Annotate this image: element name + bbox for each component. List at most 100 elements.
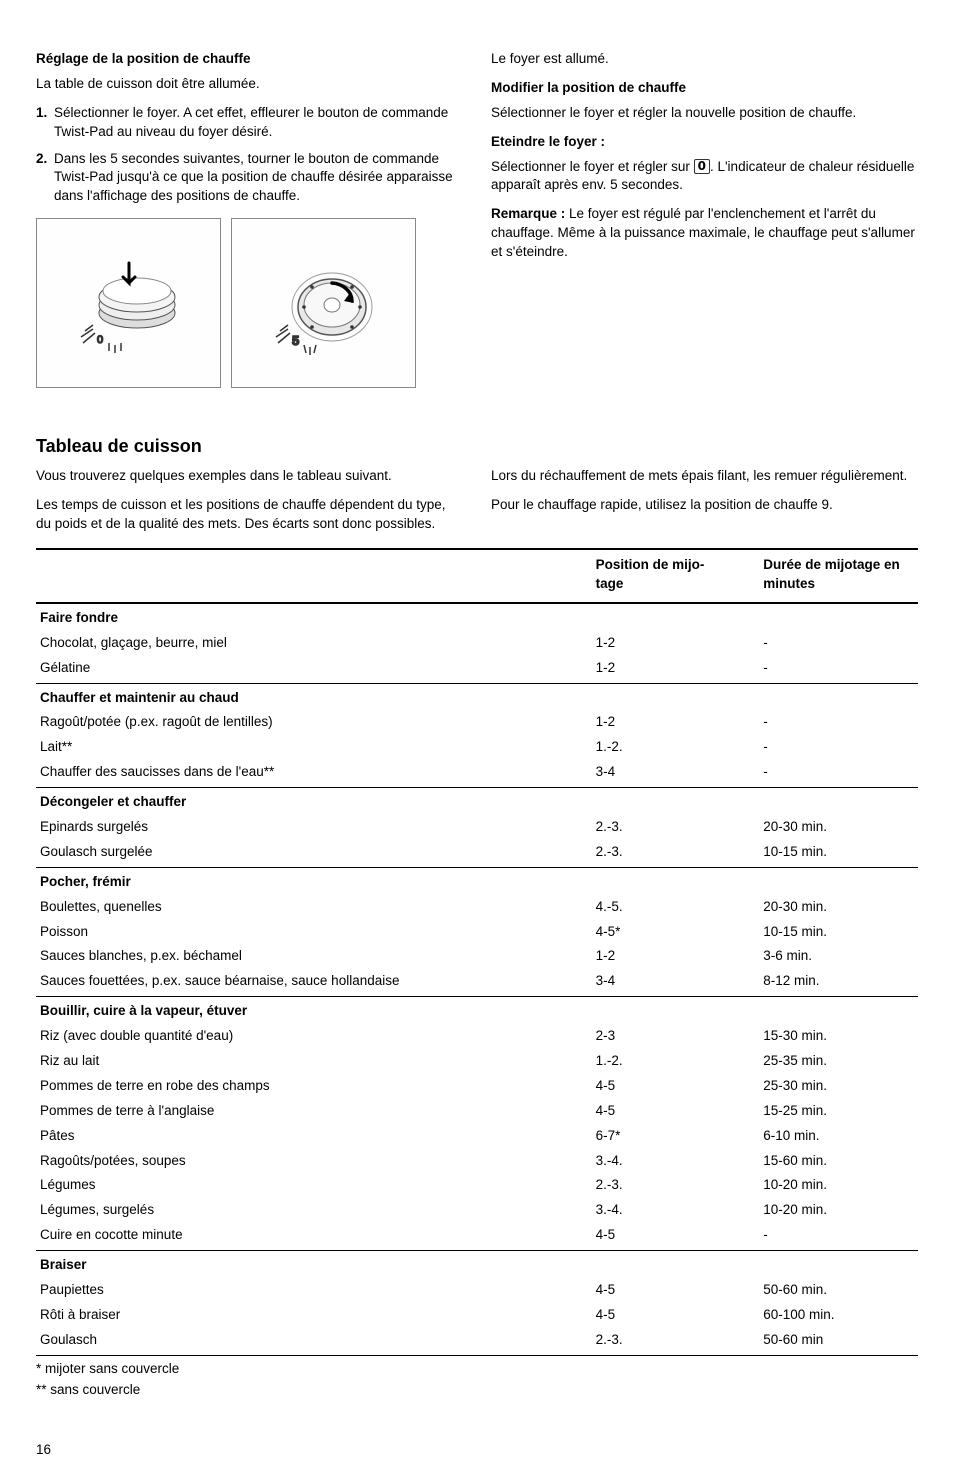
footnote-2: ** sans couvercle xyxy=(36,1381,918,1400)
table-category-label: Bouillir, cuire à la vapeur, étuver xyxy=(36,997,918,1024)
svg-text:0: 0 xyxy=(97,334,103,346)
table-row: Cuire en cocotte minute4-5- xyxy=(36,1223,918,1250)
intro-right-p2: Pour le chauffage rapide, utilisez la po… xyxy=(491,496,918,515)
cell-position: 1.-2. xyxy=(592,1049,760,1074)
cell-duration: 10-20 min. xyxy=(759,1173,918,1198)
cell-position: 4-5* xyxy=(592,920,760,945)
th-position: Position de mijo-tage xyxy=(592,549,760,603)
eteindre-text: Sélectionner le foyer et régler sur 0. L… xyxy=(491,158,918,196)
table-row: Chocolat, glaçage, beurre, miel1-2- xyxy=(36,631,918,656)
cell-position: 2-3 xyxy=(592,1024,760,1049)
table-category-row: Bouillir, cuire à la vapeur, étuver xyxy=(36,997,918,1024)
table-row: Chauffer des saucisses dans de l'eau**3-… xyxy=(36,760,918,787)
table-category-label: Faire fondre xyxy=(36,603,918,631)
cell-duration: 50-60 min. xyxy=(759,1278,918,1303)
step-1: Sélectionner le foyer. A cet effet, effl… xyxy=(36,104,463,142)
cell-label: Poisson xyxy=(36,920,592,945)
cell-label: Chocolat, glaçage, beurre, miel xyxy=(36,631,592,656)
step-2: Dans les 5 secondes suivantes, tourner l… xyxy=(36,150,463,207)
modifier-text: Sélectionner le foyer et régler la nouve… xyxy=(491,104,918,123)
cell-duration: 20-30 min. xyxy=(759,895,918,920)
cell-label: Pâtes xyxy=(36,1124,592,1149)
cell-position: 4-5 xyxy=(592,1223,760,1250)
cell-duration: 15-30 min. xyxy=(759,1024,918,1049)
table-row: Sauces fouettées, p.ex. sauce béarnaise,… xyxy=(36,969,918,996)
table-row: Pommes de terre à l'anglaise4-515-25 min… xyxy=(36,1099,918,1124)
cell-duration: 25-30 min. xyxy=(759,1074,918,1099)
table-row: Riz (avec double quantité d'eau)2-315-30… xyxy=(36,1024,918,1049)
table-row: Ragoût/potée (p.ex. ragoût de lentilles)… xyxy=(36,710,918,735)
table-row: Légumes2.-3.10-20 min. xyxy=(36,1173,918,1198)
eteindre-part-a: Sélectionner le foyer et régler sur xyxy=(491,159,694,174)
heading-reglage: Réglage de la position de chauffe xyxy=(36,50,463,69)
cell-duration: 10-15 min. xyxy=(759,920,918,945)
cell-label: Chauffer des saucisses dans de l'eau** xyxy=(36,760,592,787)
cell-position: 2.-3. xyxy=(592,815,760,840)
table-row: Pommes de terre en robe des champs4-525-… xyxy=(36,1074,918,1099)
cell-duration: 8-12 min. xyxy=(759,969,918,996)
table-category-row: Décongeler et chauffer xyxy=(36,788,918,815)
cell-duration: 20-30 min. xyxy=(759,815,918,840)
top-left-col: Réglage de la position de chauffe La tab… xyxy=(36,50,463,388)
table-row: Goulasch2.-3.50-60 min xyxy=(36,1328,918,1355)
cell-position: 1-2 xyxy=(592,631,760,656)
cell-position: 3-4 xyxy=(592,969,760,996)
intro-left-p1: Vous trouverez quelques exemples dans le… xyxy=(36,467,463,486)
intro-text: La table de cuisson doit être allumée. xyxy=(36,75,463,94)
table-category-label: Chauffer et maintenir au chaud xyxy=(36,683,918,710)
cell-position: 4-5 xyxy=(592,1278,760,1303)
cell-position: 2.-3. xyxy=(592,840,760,867)
cell-label: Paupiettes xyxy=(36,1278,592,1303)
cell-duration: 15-60 min. xyxy=(759,1149,918,1174)
cell-label: Rôti à braiser xyxy=(36,1303,592,1328)
top-section: Réglage de la position de chauffe La tab… xyxy=(36,50,918,388)
cell-duration: 3-6 min. xyxy=(759,944,918,969)
table-bottom-rule xyxy=(36,1355,918,1356)
cell-position: 2.-3. xyxy=(592,1328,760,1355)
image-turn-knob: 5 xyxy=(231,218,416,388)
cell-duration: 25-35 min. xyxy=(759,1049,918,1074)
cell-duration: - xyxy=(759,735,918,760)
cell-duration: 10-20 min. xyxy=(759,1198,918,1223)
cell-duration: 50-60 min xyxy=(759,1328,918,1355)
cell-label: Cuire en cocotte minute xyxy=(36,1223,592,1250)
cell-label: Goulasch xyxy=(36,1328,592,1355)
footnotes: * mijoter sans couvercle ** sans couverc… xyxy=(36,1360,918,1400)
footnote-1: * mijoter sans couvercle xyxy=(36,1360,918,1379)
cell-duration: 15-25 min. xyxy=(759,1099,918,1124)
cell-position: 4-5 xyxy=(592,1099,760,1124)
images-row: 0 5 xyxy=(36,218,463,388)
table-row: Légumes, surgelés3.-4.10-20 min. xyxy=(36,1198,918,1223)
table-row: Pâtes6-7*6-10 min. xyxy=(36,1124,918,1149)
table-row: Ragoûts/potées, soupes3.-4.15-60 min. xyxy=(36,1149,918,1174)
cell-position: 1-2 xyxy=(592,944,760,969)
cell-duration: - xyxy=(759,710,918,735)
cell-position: 4-5 xyxy=(592,1074,760,1099)
cell-duration: - xyxy=(759,1223,918,1250)
table-row: Poisson4-5*10-15 min. xyxy=(36,920,918,945)
table-category-row: Chauffer et maintenir au chaud xyxy=(36,683,918,710)
cell-label: Lait** xyxy=(36,735,592,760)
cell-label: Légumes xyxy=(36,1173,592,1198)
page-number: 16 xyxy=(36,1441,918,1460)
heading-modifier: Modifier la position de chauffe xyxy=(491,79,918,98)
table-header-row: Position de mijo-tage Durée de mijotage … xyxy=(36,549,918,603)
table-row: Boulettes, quenelles4.-5.20-30 min. xyxy=(36,895,918,920)
image-touch-knob: 0 xyxy=(36,218,221,388)
cell-position: 2.-3. xyxy=(592,1173,760,1198)
cell-duration: - xyxy=(759,631,918,656)
cell-label: Sauces blanches, p.ex. béchamel xyxy=(36,944,592,969)
foyer-allume: Le foyer est allumé. xyxy=(491,50,918,69)
top-right-col: Le foyer est allumé. Modifier la positio… xyxy=(491,50,918,388)
table-row: Riz au lait1.-2.25-35 min. xyxy=(36,1049,918,1074)
th-duree: Durée de mijotage en minutes xyxy=(759,549,918,603)
tableau-intro: Vous trouverez quelques exemples dans le… xyxy=(36,467,918,534)
cell-label: Epinards surgelés xyxy=(36,815,592,840)
steps-list: Sélectionner le foyer. A cet effet, effl… xyxy=(36,104,463,206)
cell-position: 3-4 xyxy=(592,760,760,787)
svg-text:5: 5 xyxy=(292,333,299,348)
intro-right: Lors du réchauffement de mets épais fila… xyxy=(491,467,918,534)
th-empty xyxy=(36,549,592,603)
cell-label: Riz au lait xyxy=(36,1049,592,1074)
cell-label: Pommes de terre en robe des champs xyxy=(36,1074,592,1099)
